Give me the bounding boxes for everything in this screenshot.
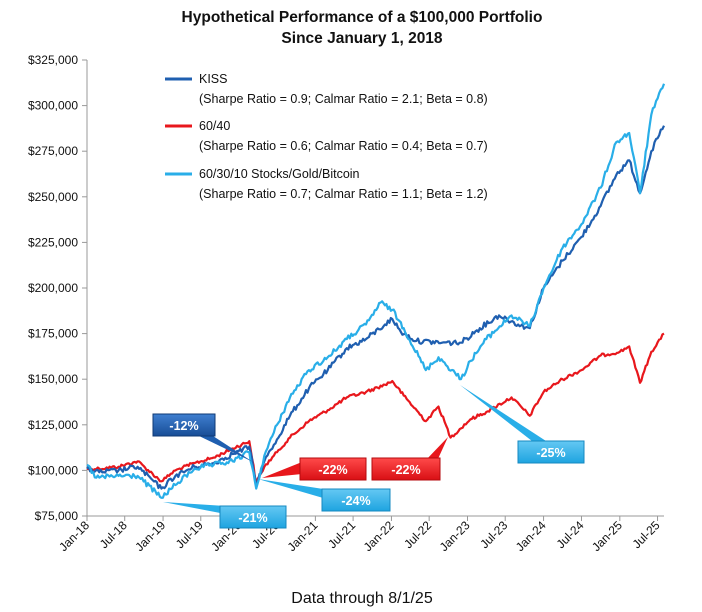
y-tick-label: $225,000: [28, 235, 78, 249]
y-tick-label: $200,000: [28, 281, 78, 295]
callout-label: -21%: [238, 511, 267, 525]
x-tick-label: Jul-25: [630, 518, 663, 551]
callout-pointer: [197, 435, 253, 462]
x-tick-label: Jan-19: [132, 518, 168, 554]
callout-bitcoin-covid: -24%: [258, 479, 391, 512]
y-tick-label: $100,000: [28, 463, 78, 477]
callout-label: -22%: [318, 463, 347, 477]
legend-stats-6040: (Sharpe Ratio = 0.6; Calmar Ratio = 0.4;…: [199, 139, 488, 153]
y-axis-ticks: $75,000 $100,000 $125,000 $150,000 $175,000 $…: [28, 53, 87, 523]
y-tick-label: $250,000: [28, 190, 78, 204]
x-tick-label: Jul-22: [401, 518, 434, 551]
x-tick-label: Jan-24: [513, 518, 549, 554]
callout-bitcoin-2018: -21%: [163, 502, 287, 529]
x-tick-label: Jan-21: [285, 518, 321, 554]
y-tick-label: $125,000: [28, 418, 78, 432]
legend-stats-stocks-gold-bitcoin: (Sharpe Ratio = 0.7; Calmar Ratio = 1.1;…: [199, 187, 488, 201]
callout-box: [152, 413, 216, 437]
legend-label-6040: 60/40: [199, 119, 230, 133]
callout-box: [371, 457, 441, 481]
series-line-60-40: [86, 332, 665, 485]
callout-pointer: [262, 462, 302, 478]
x-tick-label: Jan-23: [437, 518, 473, 554]
y-tick-label: $325,000: [28, 53, 78, 67]
legend: KISS (Sharpe Ratio = 0.9; Calmar Ratio =…: [165, 72, 488, 201]
callout-box: [219, 505, 287, 529]
y-tick-label: $75,000: [35, 509, 79, 523]
callout-pointer: [425, 437, 448, 461]
y-tick-label: $275,000: [28, 144, 78, 158]
callout-6040-2022: -22%: [371, 437, 448, 481]
series-line-kiss: [86, 125, 665, 490]
y-tick-label: $175,000: [28, 327, 78, 341]
callout-box: [321, 488, 391, 512]
x-tick-label: Jan-22: [361, 518, 397, 554]
callout-label: -24%: [341, 494, 370, 508]
x-tick-label: Jul-23: [477, 518, 510, 551]
x-tick-label: Jan-25: [589, 518, 625, 554]
callout-6040-covid: -22%: [262, 457, 367, 481]
callout-bitcoin-2022: -25%: [460, 385, 585, 464]
x-axis-ticks: Jan-18 Jul-18 Jan-19 Jul-19 Jan-20 Jul-20 Jan-…: [56, 516, 663, 554]
x-tick-label: Jul-18: [97, 518, 130, 551]
x-tick-label: Jul-19: [173, 518, 206, 551]
callout-label: -22%: [391, 463, 420, 477]
y-tick-label: $300,000: [28, 99, 78, 113]
footnote: Data through 8/1/25: [291, 590, 433, 607]
legend-label-kiss: KISS: [199, 72, 228, 86]
chart-subtitle: Since January 1, 2018: [281, 30, 443, 47]
x-tick-label: Jan-18: [56, 518, 92, 554]
y-tick-label: $150,000: [28, 372, 78, 386]
callout-kiss-covid: -12%: [152, 413, 253, 462]
callout-box: [517, 440, 585, 464]
series-lines: [86, 83, 666, 499]
callout-pointer: [258, 479, 330, 500]
legend-stats-kiss: (Sharpe Ratio = 0.9; Calmar Ratio = 2.1;…: [199, 92, 488, 106]
x-tick-label: Jul-21: [325, 518, 358, 551]
callout-label: -12%: [169, 419, 198, 433]
legend-label-stocks-gold-bitcoin: 60/30/10 Stocks/Gold/Bitcoin: [199, 167, 360, 181]
callout-label: -25%: [536, 446, 565, 460]
x-tick-label: Jul-24: [554, 518, 587, 551]
callout-pointer: [460, 385, 546, 441]
chart-title: Hypothetical Performance of a $100,000 P…: [182, 9, 543, 26]
series-line-60-30-10-stocks-gold-bitcoin: [86, 83, 666, 499]
callout-box: [299, 457, 367, 481]
